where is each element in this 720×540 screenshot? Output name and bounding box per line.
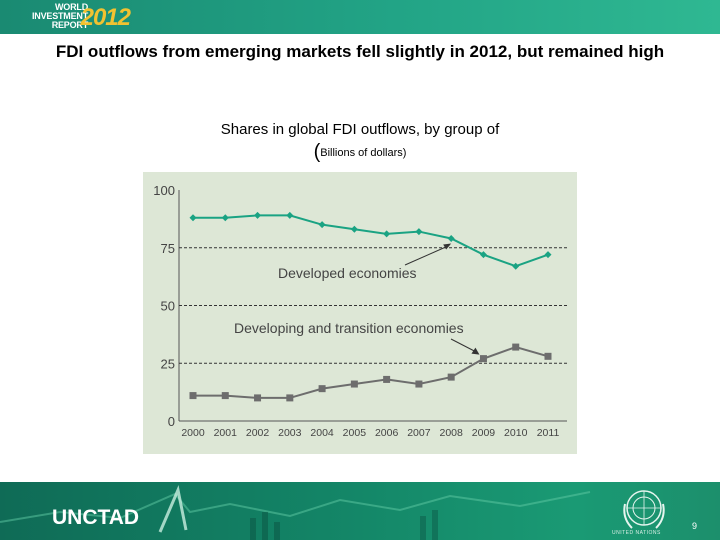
fdi-share-line-chart: 0 25 50 75 100 2000 2001 2002 2003 2004 2005 2006 20… xyxy=(153,183,567,439)
point-developing-2004 xyxy=(318,385,326,393)
slide-title: FDI outflows from emerging markets fell … xyxy=(55,42,665,61)
point-developed-2003 xyxy=(286,211,294,219)
point-developing-2003 xyxy=(286,394,294,402)
series-line-developing xyxy=(193,346,549,399)
chart-subtitle: (Billions of dollars) xyxy=(0,141,720,164)
point-developed-2010 xyxy=(512,262,520,270)
x-tick-label-2006: 2006 xyxy=(375,427,399,439)
x-tick-label-2004: 2004 xyxy=(310,427,334,439)
point-developed-2007 xyxy=(415,228,423,236)
annotation-developing-economies: Developing and transition economies xyxy=(234,320,464,336)
point-developed-2011 xyxy=(544,251,552,259)
x-tick-label-2005: 2005 xyxy=(343,427,367,439)
annotation-arrow-developed xyxy=(404,245,450,266)
logo-line-report: REPORT xyxy=(51,20,89,30)
logo-line-world: WORLD xyxy=(55,2,88,12)
annotation-arrowhead-developed xyxy=(443,243,452,250)
y-tick-label-25: 25 xyxy=(161,356,175,371)
chart-title: Shares in global FDI outflows, by group … xyxy=(220,121,500,138)
point-developed-2001 xyxy=(221,214,229,222)
point-developing-2001 xyxy=(221,392,229,400)
point-developed-2008 xyxy=(447,235,455,243)
banner-chart-graphic xyxy=(0,484,591,540)
point-developed-2002 xyxy=(254,211,262,219)
united-nations-text: UNITED NATIONS xyxy=(612,530,661,536)
x-tick-label-2007: 2007 xyxy=(407,427,431,439)
series-line-developed xyxy=(193,214,549,268)
annotation-arrow-developing xyxy=(450,338,478,354)
annotation-arrowhead-developing xyxy=(471,347,480,355)
y-tick-label-75: 75 xyxy=(161,241,175,256)
chart-subtitle-paren: ( xyxy=(313,141,321,163)
point-developing-2000 xyxy=(189,392,197,400)
point-developed-2000 xyxy=(189,214,197,222)
chart-panel: 0 25 50 75 100 2000 2001 2002 2003 2004 2005 2006 20… xyxy=(143,172,577,454)
y-tick-label-50: 50 xyxy=(161,299,175,314)
y-tick-label-0: 0 xyxy=(168,414,175,429)
world-investment-report-logo: WORLD INVESTMENT REPORT 2012 xyxy=(8,1,131,33)
point-developing-2007 xyxy=(415,380,423,388)
x-tick-label-2003: 2003 xyxy=(278,427,302,439)
point-developing-2009 xyxy=(479,355,487,363)
annotation-developed-economies: Developed economies xyxy=(278,265,417,281)
bottom-banner: UNCTAD UNITED NATIONS xyxy=(0,482,720,540)
point-developed-2009 xyxy=(479,251,487,259)
point-developing-2010 xyxy=(512,343,520,351)
point-developing-2008 xyxy=(447,373,455,381)
point-developing-2005 xyxy=(350,380,358,388)
top-banner: WORLD INVESTMENT REPORT 2012 xyxy=(0,0,720,34)
page-number: 9 xyxy=(692,521,698,531)
y-tick-label-100: 100 xyxy=(153,183,175,198)
point-developed-2006 xyxy=(383,230,391,238)
un-emblem-icon xyxy=(623,490,665,529)
x-tick-label-2000: 2000 xyxy=(181,427,205,439)
point-developing-2002 xyxy=(254,394,262,402)
unctad-logo: UNCTAD xyxy=(52,506,140,529)
point-developing-2011 xyxy=(544,352,552,360)
x-tick-label-2009: 2009 xyxy=(472,427,496,439)
point-developed-2004 xyxy=(318,221,326,229)
logo-year: 2012 xyxy=(80,4,131,31)
x-tick-label-2010: 2010 xyxy=(504,427,528,439)
chart-subtitle-text: Billions of dollars) xyxy=(320,147,407,159)
logo-line-investment: INVESTMENT xyxy=(31,11,88,21)
point-developing-2006 xyxy=(383,375,391,383)
x-tick-label-2008: 2008 xyxy=(440,427,464,439)
x-tick-label-2011: 2011 xyxy=(537,427,560,439)
point-developed-2005 xyxy=(350,225,358,233)
x-tick-label-2002: 2002 xyxy=(246,427,270,439)
x-tick-label-2001: 2001 xyxy=(214,427,238,439)
